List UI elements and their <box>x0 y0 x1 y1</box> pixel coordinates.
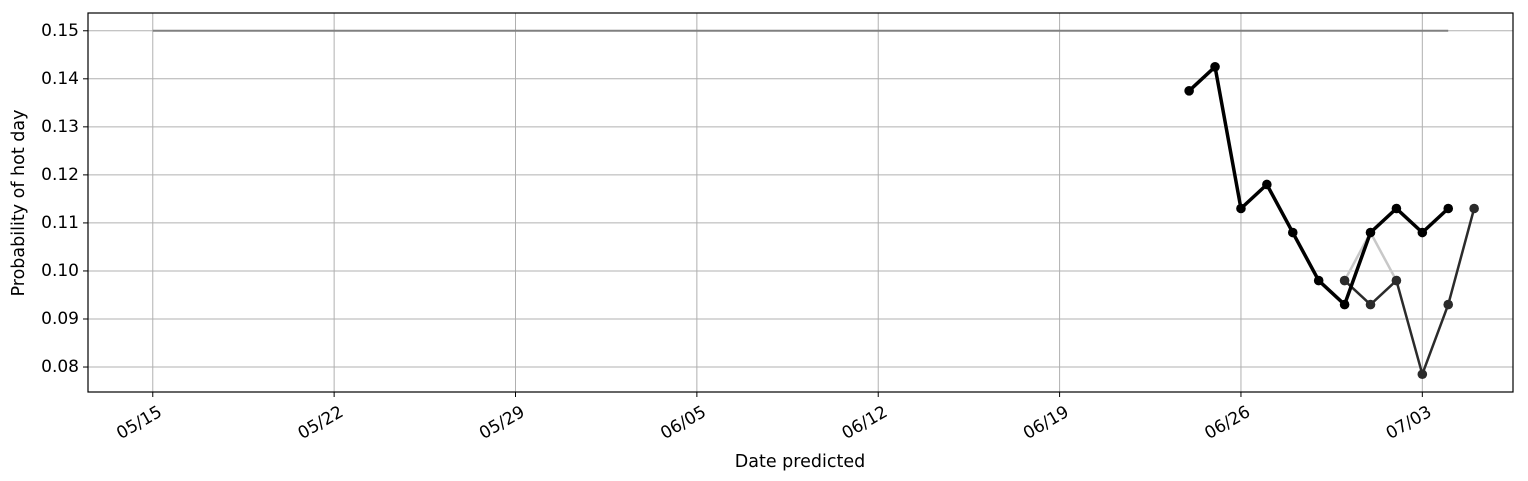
y-tick-label: 0.15 <box>41 21 79 41</box>
x-tick-label: 05/22 <box>295 402 347 444</box>
series-line <box>1343 208 1476 376</box>
data-point <box>1262 179 1272 190</box>
y-ticks: 0.08 0.09 0.10 0.11 0.12 0.13 0.14 0.15 <box>41 21 88 377</box>
x-tick-label: 06/19 <box>1020 402 1072 444</box>
y-tick-label: 0.08 <box>41 357 79 377</box>
data-point <box>1339 299 1350 310</box>
series-line <box>1187 65 1450 307</box>
data-point <box>1339 275 1350 286</box>
x-axis-label: Date predicted <box>735 452 865 472</box>
y-tick-label: 0.12 <box>41 165 79 185</box>
x-ticks: 05/15 05/22 05/29 06/05 06/12 06/19 06/26 07/03 <box>113 392 1435 444</box>
data-point <box>1313 275 1324 286</box>
data-point <box>1391 203 1402 214</box>
data-point <box>1365 227 1376 238</box>
series-group <box>1184 61 1479 380</box>
x-tick-label: 06/12 <box>839 402 891 444</box>
y-tick-label: 0.13 <box>41 117 79 137</box>
x-tick-label: 06/26 <box>1201 402 1253 444</box>
plot-frame <box>87 12 1514 393</box>
data-point <box>1184 86 1194 96</box>
x-tick-label: 05/15 <box>113 402 165 444</box>
grid <box>88 13 1513 392</box>
data-point <box>1443 299 1454 310</box>
y-tick-label: 0.14 <box>41 69 79 89</box>
series-line <box>1343 231 1398 282</box>
data-point <box>1469 203 1479 214</box>
data-point <box>1417 227 1428 238</box>
y-tick-label: 0.09 <box>41 309 79 329</box>
data-point <box>1236 203 1246 214</box>
data-point <box>1287 227 1298 238</box>
data-point <box>1417 369 1428 380</box>
y-axis-label: Probability of hot day <box>9 110 29 297</box>
x-tick-label: 06/05 <box>657 402 709 444</box>
data-point <box>1365 299 1376 310</box>
data-point <box>1443 203 1454 214</box>
x-tick-label: 07/03 <box>1383 402 1435 444</box>
y-tick-label: 0.11 <box>41 213 79 233</box>
data-point <box>1391 275 1402 286</box>
x-tick-label: 05/29 <box>476 402 528 444</box>
data-point <box>1210 61 1220 72</box>
y-tick-label: 0.10 <box>41 261 79 281</box>
